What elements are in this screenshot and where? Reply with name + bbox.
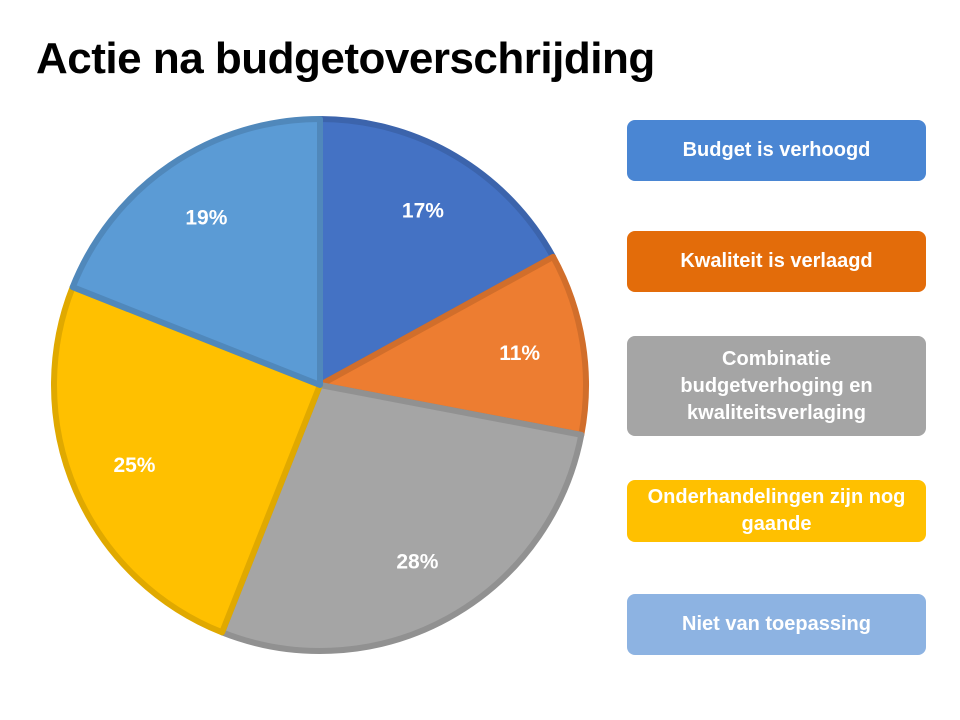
legend: Budget is verhoogd Kwaliteit is verlaagd… xyxy=(627,0,927,720)
pie-slice-niet-van-toepassing xyxy=(69,116,323,388)
legend-item-combinatie: Combinatie budgetverhoging en kwaliteits… xyxy=(627,336,926,436)
slice-label-niet-van-toepassing: 19% xyxy=(185,206,227,229)
pie-slice-combinatie xyxy=(219,382,585,654)
slice-label-kwaliteit-verlaagd: 11% xyxy=(499,342,540,365)
pie-slice-onderhandelingen xyxy=(51,284,323,636)
slice-label-combinatie: 28% xyxy=(396,551,438,574)
pie-slice-budget-verhoogd xyxy=(317,116,557,388)
slice-label-budget-verhoogd: 17% xyxy=(402,199,444,222)
legend-label: Niet van toepassing xyxy=(682,613,871,635)
slice-label-onderhandelingen: 25% xyxy=(113,454,155,477)
legend-label: Kwaliteit is verlaagd xyxy=(680,250,873,272)
legend-label: Combinatie budgetverhoging en kwaliteits… xyxy=(680,347,873,424)
chart-title: Actie na budgetoverschrijding xyxy=(36,34,655,83)
legend-item-onderhandelingen: Onderhandelingen zijn nog gaande xyxy=(627,480,926,542)
legend-label: Onderhandelingen zijn nog gaande xyxy=(647,486,906,535)
pie-slice-kwaliteit-verlaagd xyxy=(317,253,589,438)
legend-label: Budget is verhoogd xyxy=(682,139,871,161)
legend-item-kwaliteit-verlaagd: Kwaliteit is verlaagd xyxy=(627,231,926,292)
legend-item-budget-verhoogd: Budget is verhoogd xyxy=(627,120,926,181)
legend-item-niet-van-toepassing: Niet van toepassing xyxy=(627,594,926,655)
pie-chart: 17% 11% 28% 25% 19% xyxy=(51,116,589,654)
